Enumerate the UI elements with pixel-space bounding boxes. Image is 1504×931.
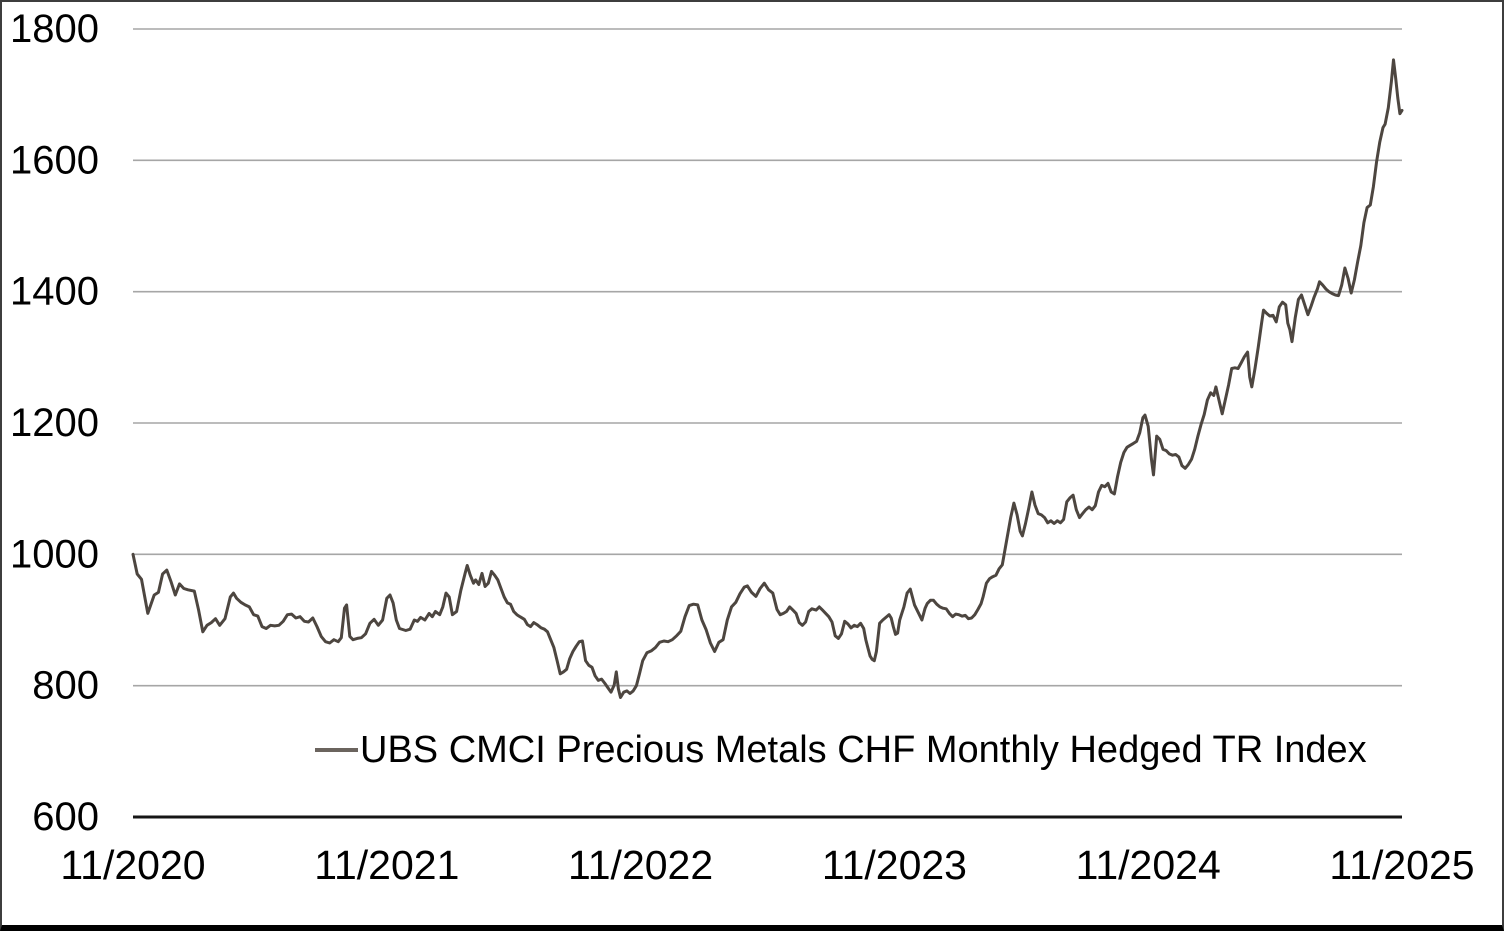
y-tick-1200: 1200: [10, 401, 99, 445]
legend: UBS CMCI Precious Metals CHF Monthly Hed…: [315, 729, 1367, 771]
x-tick-2023: 11/2023: [822, 842, 967, 888]
gridlines: [133, 28, 1402, 687]
y-axis-labels: 1800 1600 1400 1200 1000 800 600: [10, 7, 99, 839]
y-tick-1800: 1800: [10, 7, 99, 51]
x-tick-2025: 11/2025: [1329, 842, 1474, 888]
y-tick-1000: 1000: [10, 532, 99, 576]
y-tick-800: 800: [32, 664, 99, 708]
x-tick-2024: 11/2024: [1076, 842, 1221, 888]
y-tick-600: 600: [32, 795, 99, 839]
legend-label: UBS CMCI Precious Metals CHF Monthly Hed…: [360, 729, 1367, 771]
x-tick-2021: 11/2021: [314, 842, 459, 888]
x-axis-labels: 11/2020 11/2021 11/2022 11/2023 11/2024 …: [60, 842, 1474, 888]
x-tick-2022: 11/2022: [568, 842, 713, 888]
y-tick-1600: 1600: [10, 138, 99, 182]
series-line: [131, 58, 1404, 699]
y-tick-1400: 1400: [10, 270, 99, 314]
x-tick-2020: 11/2020: [60, 842, 205, 888]
